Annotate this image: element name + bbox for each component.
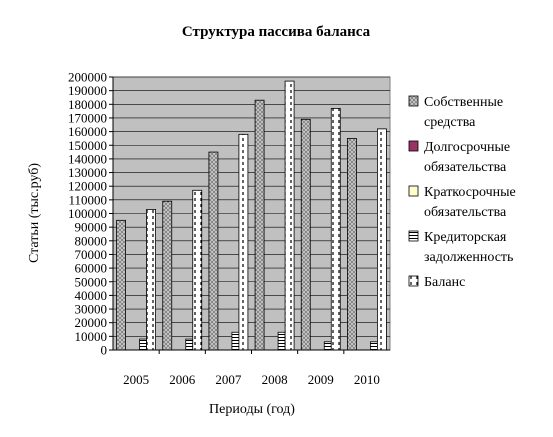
bar — [330, 107, 341, 351]
bar — [116, 219, 126, 351]
y-tick-label: 40000 — [75, 288, 108, 303]
y-axis-label: Статьи (тыс.руб) — [27, 163, 42, 263]
x-axis-label: Периоды (год) — [209, 402, 295, 417]
bars — [116, 80, 387, 351]
y-tick-label: 50000 — [75, 274, 108, 289]
y-tick-label: 130000 — [68, 165, 107, 180]
y-tick-label: 140000 — [68, 151, 107, 166]
x-tick-label: 2006 — [169, 372, 196, 387]
x-tick-label: 2005 — [123, 372, 149, 387]
bar — [238, 133, 249, 351]
bar — [284, 80, 295, 351]
y-tick-label: 0 — [101, 343, 108, 358]
y-tick-label: 90000 — [75, 220, 108, 235]
x-tick-label: 2007 — [215, 372, 242, 387]
bar — [185, 338, 194, 351]
bar — [192, 189, 203, 351]
y-tick-label: 190000 — [68, 83, 107, 98]
y-tick-label: 200000 — [68, 70, 107, 85]
legend: Собственные средства Долгосрочные обязатель… — [408, 95, 516, 290]
legend-entry: Долгосрочные обязательства — [424, 140, 510, 175]
y-axis-ticks: 0100002000030000400005000060000700008000… — [68, 70, 113, 358]
bar — [347, 138, 357, 351]
y-tick-label: 60000 — [75, 261, 108, 276]
y-tick-label: 20000 — [75, 315, 108, 330]
x-axis-ticks: 2005 2006 2007 2008 2009 2010 — [123, 350, 380, 387]
x-tick-label: 2009 — [308, 372, 334, 387]
legend-swatch — [408, 140, 419, 152]
bar — [370, 341, 378, 351]
y-tick-label: 180000 — [68, 97, 107, 112]
y-tick-label: 70000 — [75, 247, 108, 262]
y-tick-label: 160000 — [68, 124, 107, 139]
x-tick-label: 2010 — [354, 372, 380, 387]
bar — [208, 151, 219, 351]
y-tick-label: 80000 — [75, 233, 108, 248]
legend-entry: Баланс — [424, 275, 465, 290]
y-tick-label: 30000 — [75, 302, 108, 317]
bar — [300, 118, 311, 351]
bar — [277, 331, 286, 351]
chart-title: Структура пассива баланса — [182, 24, 371, 40]
y-tick-label: 110000 — [68, 192, 107, 207]
bar — [254, 99, 265, 351]
bar — [139, 338, 147, 351]
y-tick-label: 120000 — [68, 179, 107, 194]
gridlines — [113, 76, 390, 337]
bar — [146, 209, 156, 351]
legend-swatch — [408, 275, 419, 287]
legend-entry: Кредиторская задолженность — [424, 230, 513, 265]
legend-entry: Собственные средства — [424, 95, 503, 130]
x-tick-label: 2008 — [262, 372, 288, 387]
legend-swatch — [408, 185, 419, 197]
legend-swatch — [408, 95, 419, 107]
legend-swatch — [408, 230, 419, 242]
bar — [162, 200, 173, 351]
bar — [323, 341, 332, 351]
y-tick-label: 150000 — [68, 138, 107, 153]
bar — [231, 331, 240, 351]
y-tick-label: 170000 — [68, 110, 107, 125]
legend-entry: Краткосрочные обязательства — [424, 185, 516, 220]
bar — [377, 128, 387, 351]
y-tick-label: 100000 — [68, 206, 107, 221]
y-tick-label: 10000 — [75, 329, 108, 344]
